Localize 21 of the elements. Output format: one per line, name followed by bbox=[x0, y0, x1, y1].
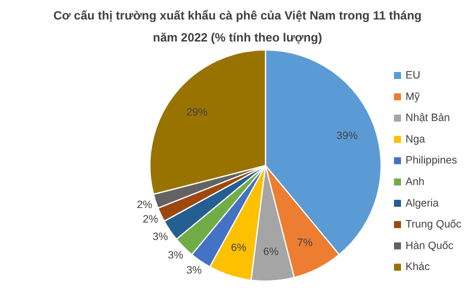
legend-label: Khác bbox=[406, 261, 430, 274]
data-label: 2% bbox=[142, 214, 159, 226]
data-label: 3% bbox=[152, 230, 169, 243]
data-label: 29% bbox=[186, 106, 208, 118]
legend-label: Algeria bbox=[406, 197, 439, 210]
data-label: 39% bbox=[336, 130, 358, 142]
legend-label: EU bbox=[406, 70, 420, 82]
legend-label: Anh bbox=[406, 176, 425, 188]
chart-title: Cơ cấu thị trường xuất khẩu cà phê của Việt Nam trong 11 tháng năm 2022 (% tính theo lượng) bbox=[53, 8, 422, 44]
data-label: 2% bbox=[136, 198, 153, 211]
data-label: 6% bbox=[263, 246, 280, 258]
legend-label: Nhật Bản bbox=[406, 112, 450, 124]
legend-label: Trung Quốc bbox=[406, 218, 462, 231]
data-label: 7% bbox=[297, 236, 314, 249]
legend-label: Nga bbox=[406, 133, 426, 146]
legend-label: Mỹ bbox=[406, 90, 420, 103]
data-label: 3% bbox=[168, 249, 184, 262]
legend-label: Hàn Quốc bbox=[406, 240, 454, 252]
legend-label: Philippines bbox=[406, 154, 458, 167]
data-label: 6% bbox=[231, 242, 247, 254]
data-label: 3% bbox=[186, 264, 202, 277]
